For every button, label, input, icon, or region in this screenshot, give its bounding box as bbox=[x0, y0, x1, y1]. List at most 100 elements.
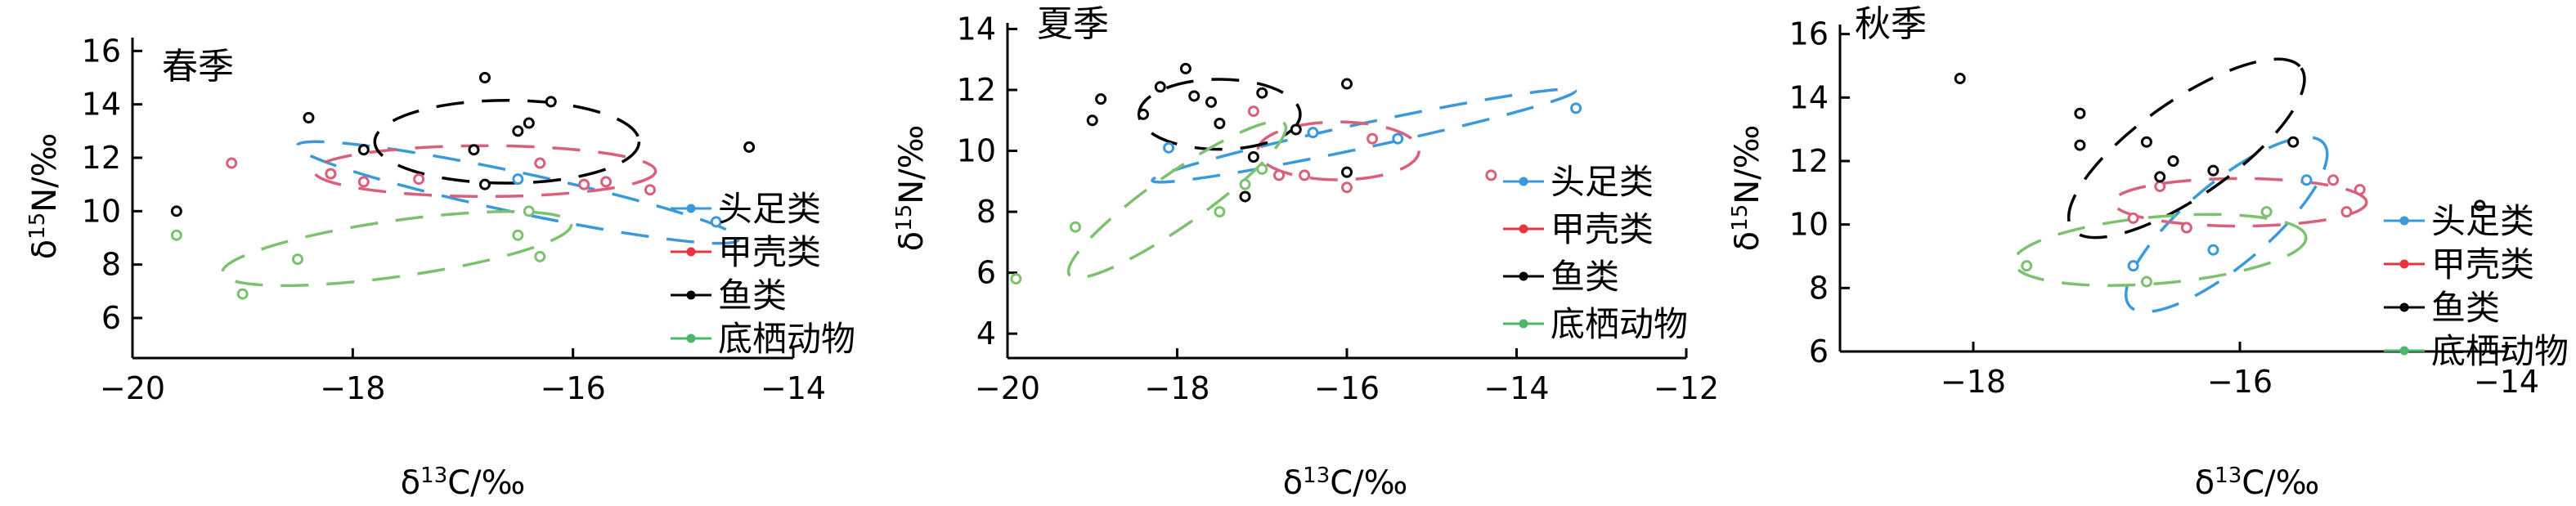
point-fish bbox=[1154, 81, 1166, 93]
point-crustacean bbox=[2180, 222, 2192, 234]
point-cephalopod bbox=[2127, 260, 2139, 272]
point-cephalopod bbox=[512, 173, 524, 186]
point-fish bbox=[1138, 108, 1149, 120]
legend-label-crustacean: 甲壳类 bbox=[1551, 209, 1654, 249]
y-tick-label: 12 bbox=[82, 140, 121, 176]
x-axis-label: δ13C/‰ bbox=[401, 463, 526, 502]
legend-marker-benthos bbox=[686, 334, 696, 343]
point-cephalopod bbox=[2207, 244, 2219, 256]
point-fish bbox=[1086, 114, 1098, 127]
legend-label-benthos: 底栖动物 bbox=[2431, 331, 2569, 371]
x-tick-label: −18 bbox=[1144, 370, 1209, 406]
ellipse-fish bbox=[2067, 57, 2306, 240]
ellipse-benthos bbox=[221, 210, 573, 288]
point-fish bbox=[1239, 190, 1251, 203]
legend-marker-crustacean bbox=[2399, 259, 2409, 269]
point-cephalopod bbox=[1570, 102, 1582, 114]
point-fish bbox=[1341, 78, 1353, 90]
x-tick-label: −14 bbox=[761, 370, 826, 406]
ellipse-fish bbox=[373, 99, 641, 185]
point-fish bbox=[2074, 139, 2086, 151]
panel-title: 春季 bbox=[162, 46, 234, 87]
legend-label-fish: 鱼类 bbox=[718, 275, 787, 316]
point-benthos bbox=[1239, 178, 1251, 190]
legend-label-fish: 鱼类 bbox=[1551, 257, 1619, 297]
point-crustacean bbox=[2327, 174, 2340, 186]
x-axis-label: δ13C/‰ bbox=[1283, 463, 1408, 502]
point-fish bbox=[1095, 93, 1107, 105]
legend-marker-cephalopod bbox=[686, 204, 696, 213]
point-fish bbox=[1205, 96, 1217, 108]
point-benthos bbox=[512, 229, 524, 241]
y-tick-label: 8 bbox=[101, 247, 121, 283]
legend-label-cephalopod: 头足类 bbox=[1551, 162, 1654, 202]
x-tick-label: −20 bbox=[975, 370, 1040, 406]
x-tick-label: −16 bbox=[2207, 364, 2273, 400]
y-tick-label: 14 bbox=[957, 11, 996, 47]
point-benthos bbox=[534, 250, 546, 262]
point-crustacean bbox=[644, 184, 656, 196]
point-fish bbox=[2167, 154, 2179, 167]
legend-marker-cephalopod bbox=[1519, 177, 1528, 186]
point-benthos bbox=[292, 253, 303, 266]
y-tick-label: 6 bbox=[1809, 334, 1829, 369]
point-fish bbox=[1188, 90, 1200, 102]
point-crustacean bbox=[1341, 181, 1353, 194]
y-tick-label: 10 bbox=[82, 193, 121, 229]
point-cephalopod bbox=[1307, 127, 1319, 139]
y-tick-label: 12 bbox=[957, 72, 996, 108]
legend-label-crustacean: 甲壳类 bbox=[2431, 244, 2534, 284]
legend-marker-benthos bbox=[2399, 346, 2409, 356]
point-fish bbox=[1247, 151, 1259, 163]
point-crustacean bbox=[1299, 169, 1311, 181]
point-fish bbox=[2074, 107, 2086, 119]
panel-title: 秋季 bbox=[1855, 3, 1927, 45]
point-fish bbox=[512, 125, 524, 137]
point-crustacean bbox=[1485, 169, 1497, 181]
point-fish bbox=[1954, 73, 1966, 85]
point-benthos bbox=[523, 205, 535, 217]
legend-marker-benthos bbox=[1519, 319, 1528, 329]
point-fish bbox=[357, 144, 370, 156]
legend-marker-crustacean bbox=[1519, 224, 1528, 234]
point-crustacean bbox=[413, 173, 425, 186]
panel-3: 6 8 10 12 14 16 −18 −16 −14 δ13C/‰ δ15N/‰ 秋季头足类甲壳类鱼… bbox=[1728, 3, 2569, 502]
point-fish bbox=[2140, 136, 2152, 148]
point-fish bbox=[478, 178, 491, 190]
legend-marker-fish bbox=[2399, 302, 2409, 312]
x-tick-label: −18 bbox=[1941, 364, 2006, 400]
ellipse-benthos bbox=[2012, 213, 2308, 288]
point-cephalopod bbox=[1392, 132, 1404, 145]
point-fish bbox=[1179, 62, 1192, 74]
y-tick-label: 6 bbox=[101, 300, 121, 336]
point-cephalopod bbox=[2300, 174, 2313, 186]
y-tick-label: 10 bbox=[1789, 207, 1829, 243]
point-fish bbox=[170, 205, 182, 217]
point-crustacean bbox=[600, 176, 613, 188]
y-tick-label: 8 bbox=[976, 194, 996, 230]
point-fish bbox=[545, 96, 557, 108]
point-crustacean bbox=[1247, 105, 1259, 118]
y-axis-label: δ15N/‰ bbox=[892, 125, 931, 252]
point-benthos bbox=[2021, 260, 2033, 272]
legend-label-cephalopod: 头足类 bbox=[2431, 201, 2534, 241]
point-fish bbox=[303, 112, 315, 123]
point-fish bbox=[1290, 123, 1302, 136]
point-fish bbox=[2207, 164, 2219, 177]
legend-label-benthos: 底栖动物 bbox=[1551, 304, 1688, 344]
x-tick-label: −12 bbox=[1654, 370, 1719, 406]
x-tick-label: −18 bbox=[320, 370, 385, 406]
x-tick-label: −16 bbox=[541, 370, 606, 406]
point-crustacean bbox=[357, 176, 370, 188]
point-fish bbox=[1214, 118, 1226, 129]
point-crustacean bbox=[534, 157, 546, 169]
point-benthos bbox=[1256, 163, 1268, 175]
point-fish bbox=[1256, 87, 1268, 99]
y-axis-label: δ15N/‰ bbox=[1728, 125, 1766, 252]
y-tick-label: 16 bbox=[1789, 16, 1829, 52]
legend-label-fish: 鱼类 bbox=[2431, 288, 2500, 328]
point-benthos bbox=[2140, 275, 2152, 288]
point-crustacean bbox=[325, 168, 337, 180]
x-tick-label: −14 bbox=[1483, 370, 1549, 406]
